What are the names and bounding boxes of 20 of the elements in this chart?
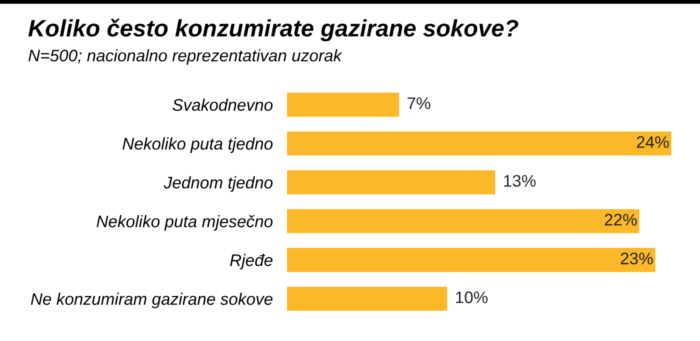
data-label: 13%	[504, 174, 536, 187]
bar	[287, 131, 672, 156]
bar	[287, 170, 496, 194]
data-label: 10%	[456, 291, 488, 304]
y-tick-label: Rjeđe	[230, 254, 272, 270]
data-label: 22%	[604, 214, 637, 226]
data-label: 7%	[408, 97, 430, 110]
bar	[287, 209, 640, 234]
data-label: 23%	[620, 252, 653, 264]
y-tick-label: Ne konzumiram gazirane sokove	[30, 292, 273, 308]
bar	[287, 286, 448, 311]
data-label: 24%	[636, 136, 669, 148]
y-tick-label: Svakodnevno	[172, 98, 273, 111]
y-tick-label: Nekoliko puta mjesečno	[96, 215, 273, 231]
y-tick-label: Jednom tjedno	[164, 176, 273, 192]
bar	[287, 92, 400, 117]
chart-title: Koliko često konzumirate gazirane sokove?	[28, 18, 518, 42]
chart-subtitle: N=500; nacionalno reprezentativan uzorak	[28, 49, 342, 65]
y-tick-label: Nekoliko puta tjedno	[122, 137, 273, 153]
bar	[287, 248, 656, 272]
